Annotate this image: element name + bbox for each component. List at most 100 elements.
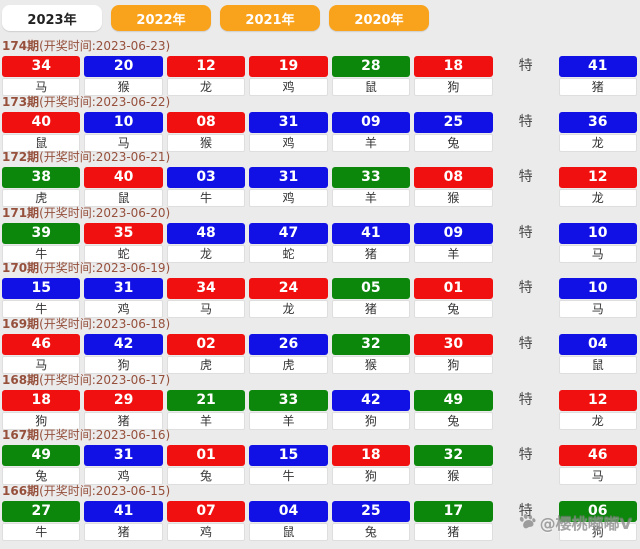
ball-number: 09 <box>414 222 493 244</box>
draw-grid: 15 牛 31 鸡 34 马 24 龙 05 猪 01 兔 特 10 马 <box>2 278 637 319</box>
number-cell: 24 龙 <box>249 278 328 319</box>
zodiac-label: 狗 <box>558 522 637 541</box>
year-tab-2021年[interactable]: 2021年 <box>220 5 320 31</box>
ball-number: 33 <box>331 167 411 189</box>
zodiac-label: 马 <box>558 300 637 319</box>
zodiac-label: 马 <box>84 133 163 152</box>
number-cell: 19 鸡 <box>249 56 328 96</box>
ball-number: 15 <box>249 445 328 467</box>
draw-row: 170期(开奖时间:2023-06-19) 15 牛 31 鸡 34 马 24 … <box>2 261 637 319</box>
year-tabs: 2023年 2022年 2021年 2020年 <box>0 0 640 33</box>
ball-number: 49 <box>414 389 493 411</box>
zodiac-label: 蛇 <box>249 244 328 263</box>
number-cell: 31 鸡 <box>84 445 163 486</box>
ball-number: 32 <box>331 333 411 355</box>
zodiac-label: 猪 <box>331 244 411 263</box>
zodiac-label: 牛 <box>166 189 246 208</box>
draw-period: 168期 <box>2 372 40 387</box>
zodiac-label: 羊 <box>249 411 328 430</box>
ball-number: 31 <box>249 111 328 133</box>
zodiac-label: 猴 <box>166 133 246 152</box>
ball-number: 08 <box>414 167 493 189</box>
number-cell: 31 鸡 <box>84 278 163 319</box>
draw-grid: 49 兔 31 鸡 01 兔 15 牛 18 狗 32 猴 特 46 马 <box>2 445 637 486</box>
number-cell: 17 猪 <box>414 500 493 541</box>
ball-number: 10 <box>84 111 163 133</box>
zodiac-label: 牛 <box>2 522 81 541</box>
number-cell: 18 狗 <box>414 56 493 96</box>
draw-period: 169期 <box>2 316 40 331</box>
draw-time: (开奖时间:2023-06-20) <box>39 205 171 220</box>
ball-number: 10 <box>558 278 637 300</box>
number-cell: 04 鼠 <box>558 333 637 374</box>
draw-period: 170期 <box>2 261 40 276</box>
number-cell: 35 蛇 <box>84 222 163 263</box>
draw-header: 170期(开奖时间:2023-06-19) <box>2 261 637 276</box>
ball-number: 10 <box>558 222 637 244</box>
ball-number: 35 <box>84 222 163 244</box>
zodiac-label: 鼠 <box>331 78 411 96</box>
zodiac-label: 狗 <box>331 467 411 486</box>
year-tab-label: 2022年 <box>136 12 186 28</box>
zodiac-label: 虎 <box>2 189 81 208</box>
number-cell: 07 鸡 <box>166 500 246 541</box>
draw-header: 171期(开奖时间:2023-06-20) <box>2 206 637 221</box>
special-label: 特 <box>518 335 533 352</box>
ball-number: 32 <box>414 445 493 467</box>
zodiac-label: 狗 <box>414 78 493 96</box>
number-cell: 49 兔 <box>2 445 81 486</box>
number-cell: 06 狗 <box>558 500 637 541</box>
zodiac-label: 龙 <box>558 411 637 430</box>
draw-grid: 46 马 42 狗 02 虎 26 虎 32 猴 30 狗 特 04 鼠 <box>2 333 637 374</box>
number-cell: 27 牛 <box>2 500 81 541</box>
ball-number: 08 <box>166 111 246 133</box>
ball-number: 04 <box>249 500 328 522</box>
zodiac-label: 蛇 <box>84 244 163 263</box>
zodiac-label: 兔 <box>331 522 411 541</box>
ball-number: 49 <box>2 445 81 467</box>
ball-number: 09 <box>331 111 411 133</box>
draw-row: 173期(开奖时间:2023-06-22) 40 鼠 10 马 08 猴 31 … <box>2 95 637 152</box>
zodiac-label: 鸡 <box>249 189 328 208</box>
draw-time: (开奖时间:2023-06-15) <box>39 483 171 498</box>
zodiac-label: 兔 <box>2 467 81 486</box>
draw-header: 166期(开奖时间:2023-06-15) <box>2 484 637 499</box>
zodiac-label: 猴 <box>414 467 493 486</box>
ball-number: 46 <box>558 445 637 467</box>
number-cell: 02 虎 <box>166 333 246 374</box>
number-cell: 41 猪 <box>558 56 637 96</box>
zodiac-label: 兔 <box>166 467 246 486</box>
number-cell: 31 鸡 <box>249 167 328 208</box>
zodiac-label: 马 <box>2 355 81 374</box>
zodiac-label: 羊 <box>331 189 411 208</box>
ball-number: 48 <box>166 222 246 244</box>
ball-number: 30 <box>414 333 493 355</box>
year-tab-label: 2020年 <box>354 12 404 28</box>
draw-grid: 38 虎 40 鼠 03 牛 31 鸡 33 羊 08 猴 特 12 龙 <box>2 167 637 208</box>
number-cell: 10 马 <box>558 222 637 263</box>
draw-header: 167期(开奖时间:2023-06-16) <box>2 428 637 443</box>
zodiac-label: 马 <box>166 300 246 319</box>
zodiac-label: 猪 <box>331 300 411 319</box>
ball-number: 24 <box>249 278 328 300</box>
ball-number: 20 <box>84 56 163 77</box>
year-tab-2022年[interactable]: 2022年 <box>111 5 211 31</box>
year-tab-2023年[interactable]: 2023年 <box>2 5 102 31</box>
year-tab-2020年[interactable]: 2020年 <box>329 5 429 31</box>
special-label: 特 <box>518 224 533 241</box>
ball-number: 41 <box>331 222 411 244</box>
number-cell: 34 马 <box>166 278 246 319</box>
number-cell: 09 羊 <box>331 111 411 152</box>
number-cell: 46 马 <box>2 333 81 374</box>
ball-number: 25 <box>414 111 493 133</box>
draw-time: (开奖时间:2023-06-18) <box>39 316 171 331</box>
number-cell: 32 猴 <box>331 333 411 374</box>
zodiac-label: 兔 <box>414 411 493 430</box>
number-cell: 09 羊 <box>414 222 493 263</box>
number-cell: 42 狗 <box>331 389 411 430</box>
ball-number: 46 <box>2 333 81 355</box>
ball-number: 33 <box>249 389 328 411</box>
ball-number: 04 <box>558 333 637 355</box>
zodiac-label: 狗 <box>331 411 411 430</box>
number-cell: 15 牛 <box>249 445 328 486</box>
